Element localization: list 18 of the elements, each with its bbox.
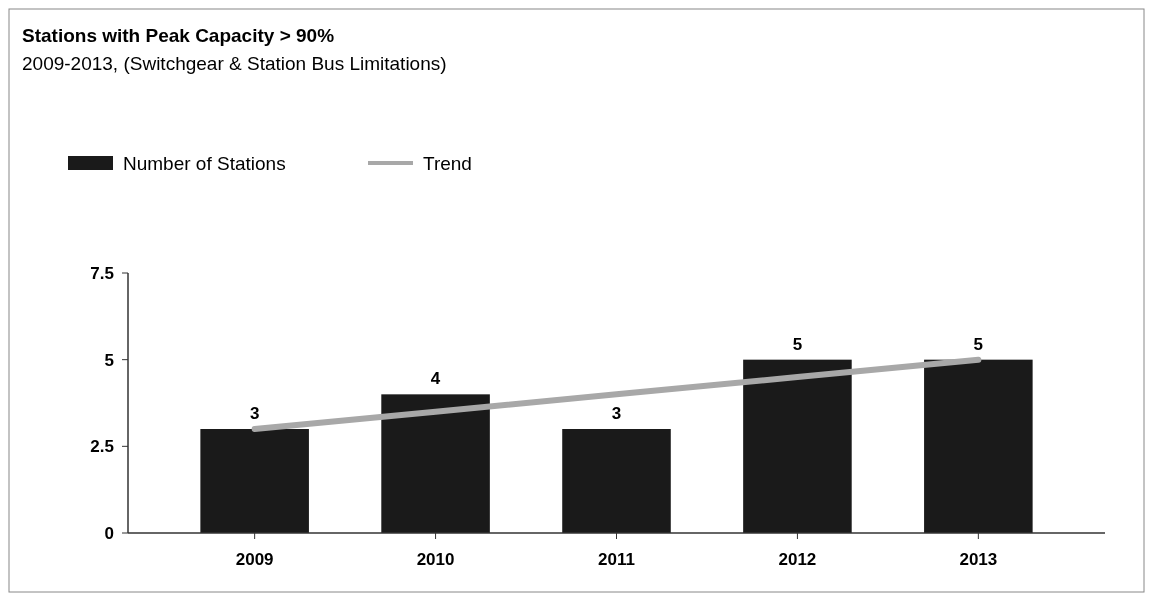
y-tick-label: 5 (104, 350, 114, 370)
y-tick-label: 2.5 (90, 437, 114, 457)
data-label: 3 (611, 404, 622, 423)
chart-title: Stations with Peak Capacity > 90% (22, 25, 335, 46)
x-tick-label: 2010 (416, 550, 455, 569)
data-label: 3 (249, 404, 260, 423)
x-tick-label: 2013 (959, 550, 998, 569)
legend-label: Trend (423, 153, 472, 174)
legend-label: Number of Stations (123, 153, 286, 174)
chart-subtitle: 2009-2013, (Switchgear & Station Bus Limitations) (22, 53, 447, 74)
x-tick-label: 2012 (778, 550, 817, 569)
x-tick-label: 2009 (235, 550, 274, 569)
x-tick-label: 2011 (598, 550, 635, 569)
data-label: 5 (973, 334, 984, 354)
data-label: 4 (430, 369, 441, 389)
data-label: 5 (792, 334, 803, 354)
y-tick-label: 7.5 (90, 264, 114, 283)
y-tick-label: 0 (104, 524, 114, 543)
